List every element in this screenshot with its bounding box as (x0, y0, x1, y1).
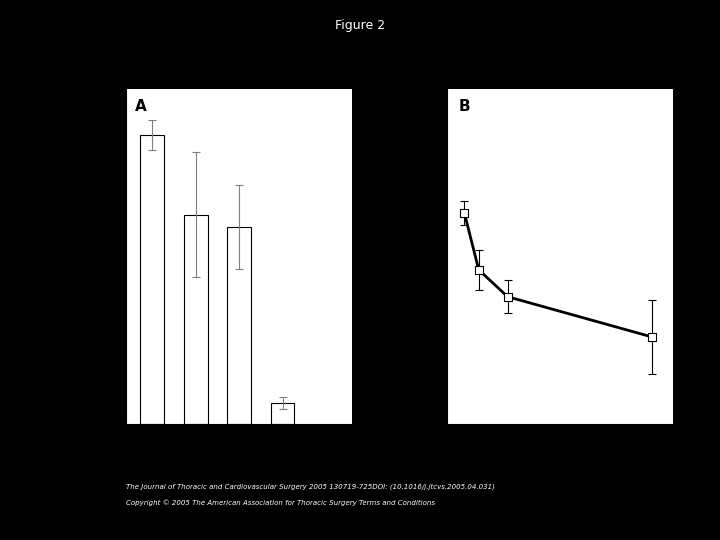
Point (502, 292, 513, 301)
Bar (140, 135, 164, 424)
Bar (271, 403, 294, 424)
Y-axis label: hHGF protein (ng/g tissue): hHGF protein (ng/g tissue) (94, 183, 104, 330)
Text: Copyright © 2005 The American Association for Thoracic Surgery Terms and Conditi: Copyright © 2005 The American Associatio… (126, 500, 435, 506)
Text: B: B (459, 99, 470, 114)
X-axis label: Time after transfection (days): Time after transfection (days) (466, 449, 654, 458)
Bar (184, 215, 207, 424)
Y-axis label: log hHGF/rat GAPDH mRNA: log hHGF/rat GAPDH mRNA (411, 180, 421, 333)
Point (473, 266, 485, 274)
Text: A: A (135, 99, 147, 114)
Point (459, 208, 470, 217)
Point (646, 333, 657, 341)
Text: Figure 2: Figure 2 (335, 19, 385, 32)
Text: The Journal of Thoracic and Cardiovascular Surgery 2005 130719-725DOI: (10.1016/: The Journal of Thoracic and Cardiovascul… (126, 483, 495, 490)
X-axis label: Time after transfection (days): Time after transfection (days) (145, 449, 333, 458)
Bar (227, 227, 251, 424)
